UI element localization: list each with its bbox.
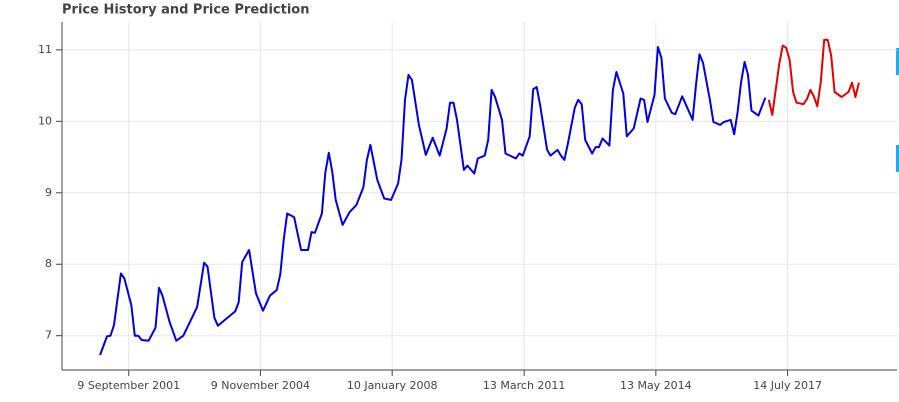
y-tick-label: 9 — [45, 186, 52, 199]
x-tick-label: 14 July 2017 — [753, 379, 822, 392]
x-tick-label: 9 September 2001 — [77, 379, 180, 392]
x-tick-label: 10 January 2008 — [347, 379, 438, 392]
y-tick-label: 7 — [45, 329, 52, 342]
toolbar-marker — [896, 145, 899, 172]
y-tick-label: 10 — [38, 114, 52, 127]
price-line — [99, 46, 767, 356]
price-line — [767, 38, 860, 116]
y-tick-label: 11 — [38, 43, 52, 56]
chart-title: Price History and Price Prediction — [62, 3, 309, 18]
toolbar-marker — [896, 48, 899, 75]
x-tick-label: 13 May 2014 — [620, 379, 692, 392]
y-tick-label: 8 — [45, 257, 52, 270]
x-tick-label: 9 November 2004 — [211, 379, 310, 392]
x-tick-label: 13 March 2011 — [483, 379, 566, 392]
